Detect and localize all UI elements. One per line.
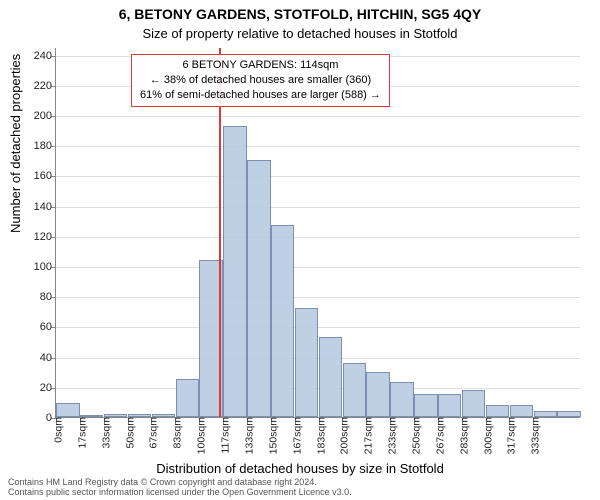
ytick-label: 40 — [40, 352, 52, 364]
grid-line — [56, 267, 580, 268]
info-box-line: ← 38% of detached houses are smaller (36… — [140, 73, 381, 88]
histogram-bar — [390, 382, 413, 417]
info-box-line: 6 BETONY GARDENS: 114sqm — [140, 58, 381, 73]
plot-area: 0204060801001201401601802002202400sqm17s… — [55, 48, 580, 418]
xtick-label: 133sqm — [238, 417, 255, 454]
histogram-bar — [486, 405, 509, 417]
histogram-bar — [343, 363, 366, 417]
grid-line — [56, 237, 580, 238]
ytick-label: 160 — [34, 170, 52, 182]
chart-title-sub: Size of property relative to detached ho… — [0, 26, 600, 41]
xtick-label: 317sqm — [501, 417, 518, 454]
histogram-bar — [414, 394, 437, 417]
y-axis-label: Number of detached properties — [8, 54, 23, 233]
xtick-label: 267sqm — [429, 417, 446, 454]
ytick-label: 140 — [34, 201, 52, 213]
grid-line — [56, 116, 580, 117]
ytick-label: 20 — [40, 382, 52, 394]
chart-root: 6, BETONY GARDENS, STOTFOLD, HITCHIN, SG… — [0, 0, 600, 500]
grid-line — [56, 207, 580, 208]
xtick-label: 217sqm — [358, 417, 375, 454]
xtick-label: 100sqm — [191, 417, 208, 454]
histogram-bar — [271, 225, 294, 417]
x-axis-label: Distribution of detached houses by size … — [0, 461, 600, 476]
histogram-bar — [176, 379, 199, 417]
histogram-bar — [56, 403, 79, 417]
xtick-label: 50sqm — [119, 417, 136, 449]
footer-attribution: Contains HM Land Registry data © Crown c… — [8, 478, 592, 498]
grid-line — [56, 176, 580, 177]
xtick-label: 250sqm — [405, 417, 422, 454]
grid-line — [56, 146, 580, 147]
ytick-label: 180 — [34, 140, 52, 152]
xtick-label: 17sqm — [71, 417, 88, 449]
info-box-line: 61% of semi-detached houses are larger (… — [140, 88, 381, 103]
xtick-label: 83sqm — [167, 417, 184, 449]
ytick-label: 80 — [40, 291, 52, 303]
ytick-label: 200 — [34, 110, 52, 122]
info-box: 6 BETONY GARDENS: 114sqm← 38% of detache… — [131, 54, 390, 107]
xtick-label: 200sqm — [334, 417, 351, 454]
xtick-label: 117sqm — [215, 417, 232, 454]
footer-line-2: Contains public sector information licen… — [8, 488, 592, 498]
grid-line — [56, 297, 580, 298]
histogram-bar — [510, 405, 533, 417]
chart-title-main: 6, BETONY GARDENS, STOTFOLD, HITCHIN, SG… — [0, 6, 600, 22]
xtick-label: 300sqm — [477, 417, 494, 454]
xtick-label: 0sqm — [48, 417, 65, 443]
histogram-bar — [319, 337, 342, 417]
ytick-label: 120 — [34, 231, 52, 243]
histogram-bar — [247, 160, 270, 417]
xtick-label: 150sqm — [262, 417, 279, 454]
xtick-label: 183sqm — [310, 417, 327, 454]
xtick-label: 67sqm — [143, 417, 160, 449]
histogram-bar — [438, 394, 461, 417]
histogram-bar — [295, 308, 318, 417]
histogram-bar — [462, 390, 485, 417]
histogram-bar — [366, 372, 389, 417]
ytick-label: 60 — [40, 321, 52, 333]
xtick-label: 33sqm — [95, 417, 112, 449]
ytick-label: 240 — [34, 50, 52, 62]
histogram-bar — [557, 411, 580, 417]
histogram-bar — [223, 126, 246, 417]
xtick-label: 333sqm — [525, 417, 542, 454]
xtick-label: 283sqm — [453, 417, 470, 454]
xtick-label: 233sqm — [382, 417, 399, 454]
ytick-label: 220 — [34, 80, 52, 92]
ytick-label: 100 — [34, 261, 52, 273]
xtick-label: 167sqm — [286, 417, 303, 454]
